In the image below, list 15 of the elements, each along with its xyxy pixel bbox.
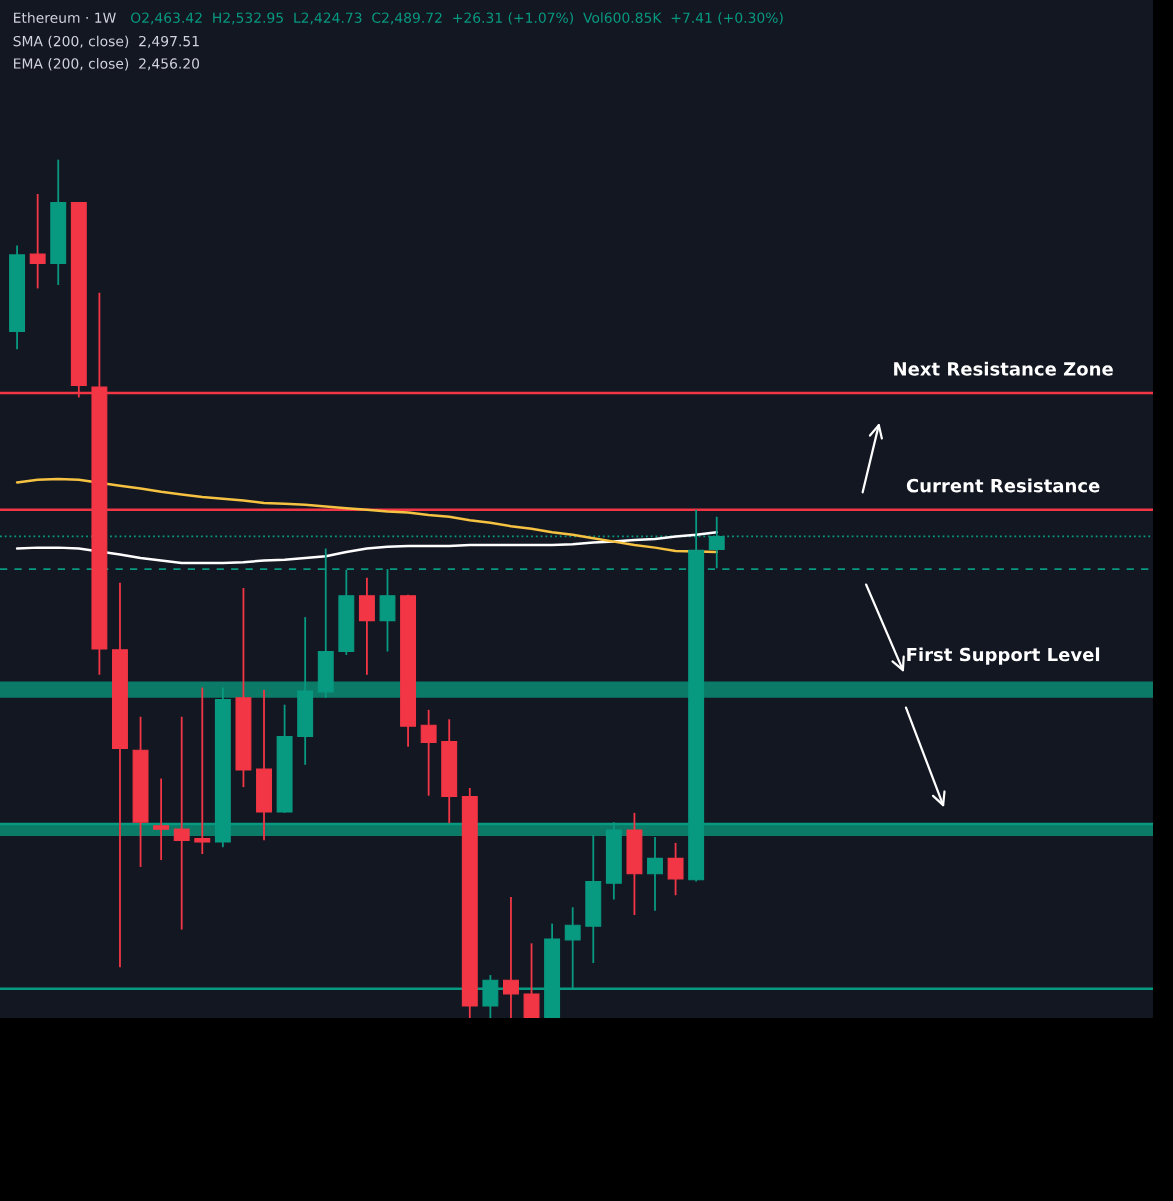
candlestick xyxy=(173,715,190,931)
candlestick xyxy=(29,193,46,290)
candlestick xyxy=(667,841,684,897)
ref-line-label: Next Resistance Zone xyxy=(894,361,1113,376)
chart-subtitle: O2,463.42 H2,532.95 L2,424.73 C2,489.72 +26.31 (+1.07%) Vol600.85K +7.41 (+0.30%) xyxy=(131,12,783,25)
candlestick xyxy=(647,835,663,912)
band-label: First Support Level xyxy=(907,647,1100,665)
candlestick xyxy=(502,896,519,1018)
chart-title: Ethereum · 1W xyxy=(14,12,116,23)
text: EMA (200, close) 2,456.20 xyxy=(14,58,200,71)
ref-line-label: Current Resistance xyxy=(906,478,1100,493)
candlestick xyxy=(153,777,170,861)
candlestick xyxy=(420,708,437,797)
text: SMA (200, close) 2,497.51 xyxy=(13,35,199,49)
candlestick xyxy=(194,686,211,855)
